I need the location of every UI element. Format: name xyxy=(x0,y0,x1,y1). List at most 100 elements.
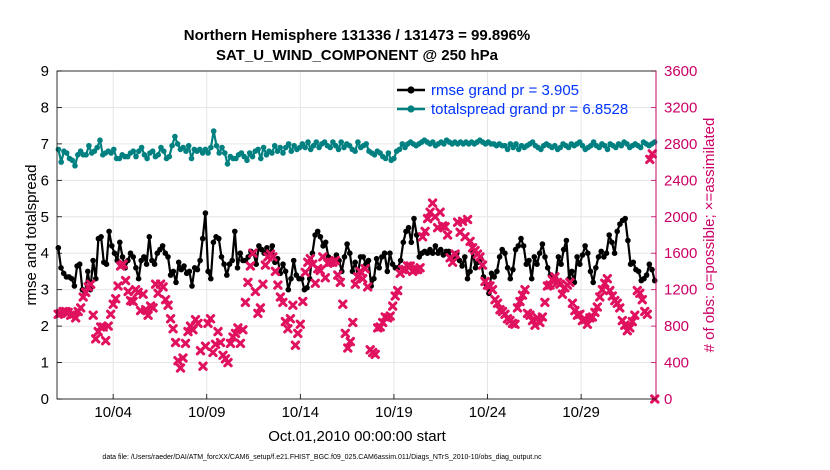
obs-marker xyxy=(111,294,121,304)
data-point xyxy=(341,254,348,260)
data-point xyxy=(280,261,286,268)
data-point xyxy=(146,234,153,240)
obs-marker xyxy=(635,288,645,298)
data-point xyxy=(255,146,261,153)
obs-marker xyxy=(475,252,485,262)
data-point xyxy=(391,155,397,162)
data-point xyxy=(539,241,546,247)
data-point xyxy=(186,268,193,275)
obs-marker xyxy=(213,326,223,337)
obs-marker xyxy=(270,266,281,277)
data-point xyxy=(609,239,615,246)
data-point xyxy=(622,215,628,222)
data-point xyxy=(213,142,220,149)
obs-marker xyxy=(492,298,503,308)
y-left-axis-label: rmse and totalspread xyxy=(23,165,40,306)
data-point xyxy=(496,254,503,260)
y-left-tick-label: 8 xyxy=(41,99,49,116)
data-point xyxy=(593,265,599,271)
obs-marker xyxy=(158,282,168,292)
data-point xyxy=(569,268,575,275)
data-point xyxy=(625,237,631,244)
chart-title-line1: Northern Hemisphere 131336 / 131473 = 99… xyxy=(184,27,530,44)
data-point xyxy=(456,257,463,264)
obs-marker xyxy=(348,317,358,328)
obs-marker xyxy=(537,312,548,322)
data-point xyxy=(165,254,171,260)
data-point xyxy=(646,261,653,268)
data-point xyxy=(518,235,524,242)
obs-marker xyxy=(340,328,350,339)
obs-marker xyxy=(530,320,540,330)
obs-marker xyxy=(338,299,348,309)
grid-lines xyxy=(57,70,656,400)
data-point xyxy=(280,150,286,156)
y-right-axis-label: # of obs: o=possible; ×=assimilated xyxy=(701,118,718,353)
obs-marker xyxy=(118,259,128,269)
y-left-tick-label: 7 xyxy=(41,136,49,153)
y-right-tick-label: 0 xyxy=(664,391,672,408)
data-point xyxy=(111,146,117,153)
obs-marker xyxy=(435,207,445,217)
data-point xyxy=(135,275,142,282)
data-point xyxy=(313,139,320,145)
data-point xyxy=(133,265,139,271)
obs-marker xyxy=(168,324,178,334)
obs-marker xyxy=(427,198,438,208)
y-left-tick-label: 5 xyxy=(41,209,49,226)
y-right-tick-label: 800 xyxy=(664,318,689,335)
data-point xyxy=(385,150,392,156)
x-axis-label: Oct.01,2010 00:00:00 start xyxy=(268,428,446,445)
obs-marker xyxy=(255,303,266,313)
data-point xyxy=(188,155,195,162)
data-point xyxy=(234,265,241,271)
legend-totalspread-label: totalspread grand pr = 6.8528 xyxy=(431,101,628,118)
obs-marker xyxy=(123,286,133,297)
data-point xyxy=(169,142,175,149)
obs-marker xyxy=(642,309,652,319)
obs-marker xyxy=(193,318,203,329)
obs-marker xyxy=(330,255,340,266)
data-point xyxy=(149,148,156,154)
obs-marker xyxy=(235,338,246,349)
obs-marker xyxy=(540,297,550,308)
obs-marker xyxy=(205,314,216,324)
obs-marker xyxy=(637,295,647,305)
data-point xyxy=(290,257,297,264)
obs-marker xyxy=(360,264,370,274)
data-point xyxy=(384,268,391,275)
obs-marker xyxy=(333,270,343,280)
x-tick-label: 10/14 xyxy=(282,404,320,421)
x-axis-ticks: 10/04 10/09 10/14 10/19 10/24 10/29 xyxy=(94,394,600,421)
data-point xyxy=(85,268,91,275)
data-point xyxy=(260,144,267,151)
data-point xyxy=(347,250,353,256)
y-left-tick-label: 9 xyxy=(41,63,49,80)
data-point xyxy=(590,279,596,286)
data-point xyxy=(446,248,452,255)
x-tick-label: 10/19 xyxy=(375,404,413,421)
data-point xyxy=(202,210,209,216)
data-point xyxy=(558,261,564,268)
obs-marker xyxy=(280,316,291,327)
data-point xyxy=(183,148,189,154)
data-point xyxy=(462,254,468,260)
obs-marker xyxy=(173,356,183,366)
data-point xyxy=(595,254,602,260)
data-point xyxy=(173,279,179,286)
data-point xyxy=(119,254,126,260)
obs-marker xyxy=(283,324,293,334)
data-point xyxy=(63,150,70,156)
obs-marker xyxy=(310,278,320,288)
obs-marker xyxy=(520,285,530,295)
obs-marker xyxy=(345,336,355,347)
obs-marker xyxy=(86,279,96,289)
data-point xyxy=(381,250,388,256)
obs-marker xyxy=(200,341,211,351)
obs-marker xyxy=(76,303,86,313)
obs-marker xyxy=(370,349,380,360)
obs-marker xyxy=(415,263,425,273)
data-point xyxy=(159,243,166,249)
data-point xyxy=(327,144,334,151)
data-point xyxy=(365,257,372,264)
